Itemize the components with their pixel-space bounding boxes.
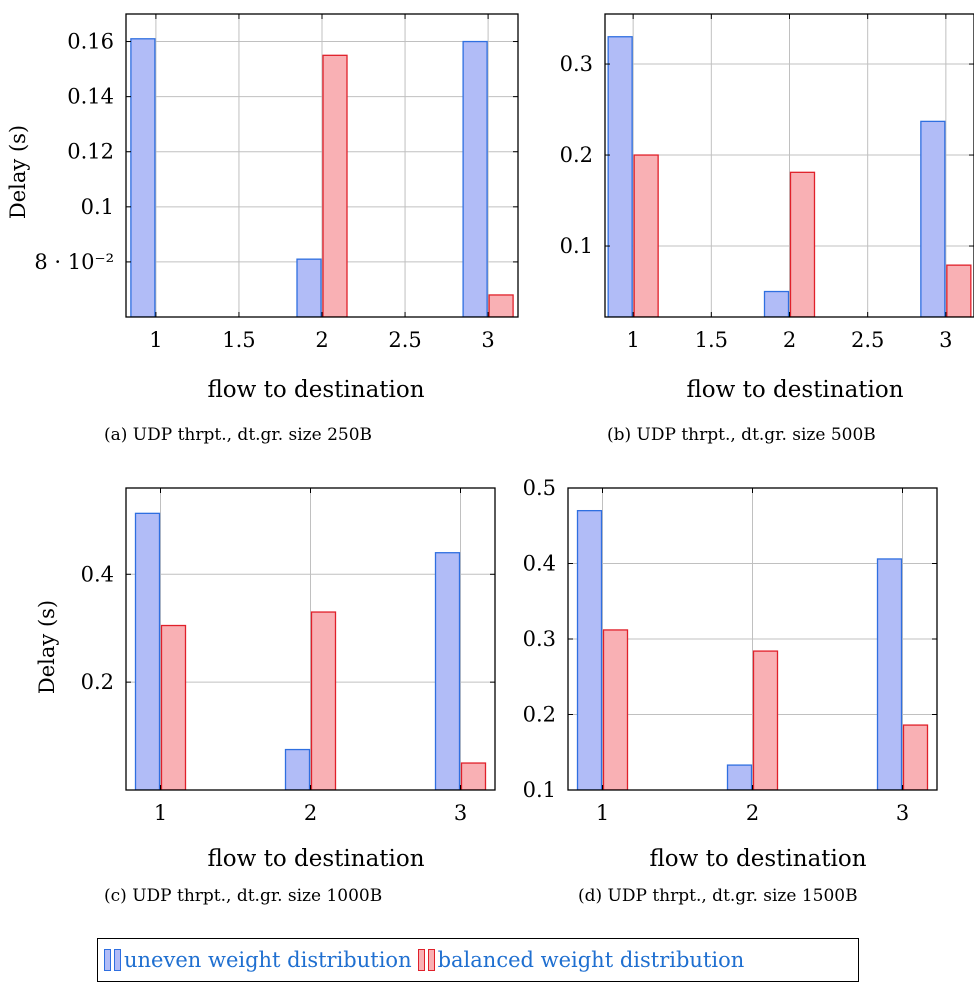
legend: uneven weight distribution balanced weig…	[97, 938, 859, 982]
legend-label-balanced: balanced weight distribution	[437, 948, 745, 972]
y-tick-label: 0.3	[560, 52, 593, 76]
bar-uneven	[576, 509, 603, 790]
bars	[134, 512, 487, 790]
y-tick-label: 0.1	[81, 195, 114, 219]
x-tick-label: 2	[746, 801, 759, 825]
legend-label-uneven: uneven weight distribution	[124, 948, 412, 972]
legend-entry-uneven: uneven weight distribution	[104, 948, 412, 972]
chart-panel-d: 1 2 3 0.1 0.2 0.3 0.4 0.5 flow to destination	[523, 476, 938, 872]
x-tick-label: 2.5	[388, 328, 421, 352]
x-axis-label: flow to destination	[207, 377, 424, 403]
bar-uneven	[134, 512, 161, 790]
x-tick-label: 2	[304, 801, 317, 825]
bar-balanced	[902, 724, 929, 790]
x-tick-label: 2	[315, 328, 328, 352]
y-axis-label: Delay (s)	[35, 600, 59, 694]
caption-d: (d) UDP thrpt., dt.gr. size 1500B	[578, 886, 858, 906]
y-tick-label: 0.5	[523, 476, 556, 500]
legend-swatch-balanced	[417, 949, 425, 971]
x-tick-label: 1	[149, 328, 162, 352]
legend-swatch-uneven-2	[114, 949, 121, 971]
legend-swatch-uneven	[104, 949, 111, 971]
bar-uneven	[130, 38, 156, 317]
bar-balanced	[752, 650, 779, 790]
x-tick-label: 1	[154, 801, 167, 825]
bar-uneven	[607, 36, 633, 317]
bar-balanced	[602, 629, 629, 790]
bar-uneven	[284, 748, 311, 790]
bars	[130, 38, 514, 317]
y-tick-label: 0.16	[67, 30, 114, 54]
bars	[576, 509, 929, 790]
y-tick-label: 0.2	[81, 670, 114, 694]
bar-balanced	[160, 624, 187, 790]
x-tick-label: 2.5	[851, 328, 884, 352]
bar-uneven	[726, 764, 753, 790]
x-axis-label: flow to destination	[649, 846, 866, 872]
y-tick-label: 8 · 10⁻²	[34, 250, 114, 274]
x-tick-label: 3	[896, 801, 909, 825]
x-axis-label: flow to destination	[207, 846, 424, 872]
x-tick-label: 3	[454, 801, 467, 825]
y-tick-label: 0.4	[81, 562, 114, 586]
caption-a: (a) UDP thrpt., dt.gr. size 250B	[104, 425, 373, 445]
bar-balanced	[633, 154, 659, 317]
y-axis-label: Delay (s)	[6, 125, 30, 219]
bar-uneven	[296, 258, 322, 317]
y-tick-label: 0.1	[523, 778, 556, 802]
x-tick-label: 3	[939, 328, 952, 352]
bar-balanced	[946, 264, 972, 317]
x-tick-label: 1	[596, 801, 609, 825]
chart-panel-a: 1 1.5 2 2.5 3 8 · 10⁻² 0.1 0.12 0.14 0.16 flow to …	[6, 13, 519, 403]
bar-uneven	[763, 290, 790, 317]
x-tick-label: 3	[481, 328, 494, 352]
bar-balanced	[310, 611, 337, 790]
bar-balanced	[460, 762, 487, 790]
y-tick-label: 0.3	[523, 627, 556, 651]
x-tick-label: 1	[626, 328, 639, 352]
x-axis-label: flow to destination	[686, 377, 903, 403]
bar-uneven	[920, 120, 946, 317]
legend-swatch-balanced-2	[427, 949, 435, 971]
y-tick-label: 0.4	[523, 552, 556, 576]
legend-entry-balanced: balanced weight distribution	[417, 948, 745, 972]
chart-panel-b: 1 1.5 2 2.5 3 0.1 0.2 0.3 flow to destination	[560, 13, 974, 403]
x-tick-label: 2	[783, 328, 796, 352]
bars	[607, 36, 972, 317]
caption-b: (b) UDP thrpt., dt.gr. size 500B	[607, 425, 876, 445]
bar-balanced	[322, 54, 348, 317]
bar-uneven	[876, 558, 903, 790]
bar-uneven	[462, 40, 488, 317]
bar-balanced	[789, 171, 816, 317]
x-tick-label: 1.5	[695, 328, 728, 352]
y-tick-label: 0.1	[560, 234, 593, 258]
bar-uneven	[434, 552, 461, 790]
y-tick-label: 0.14	[67, 85, 114, 109]
y-tick-label: 0.2	[523, 703, 556, 727]
caption-c: (c) UDP thrpt., dt.gr. size 1000B	[104, 886, 383, 906]
chart-panel-c: 1 2 3 0.2 0.4 flow to destination Delay (s)	[35, 487, 496, 872]
y-tick-label: 0.2	[560, 143, 593, 167]
bar-balanced	[488, 294, 514, 317]
y-tick-label: 0.12	[67, 140, 114, 164]
x-tick-label: 1.5	[222, 328, 255, 352]
